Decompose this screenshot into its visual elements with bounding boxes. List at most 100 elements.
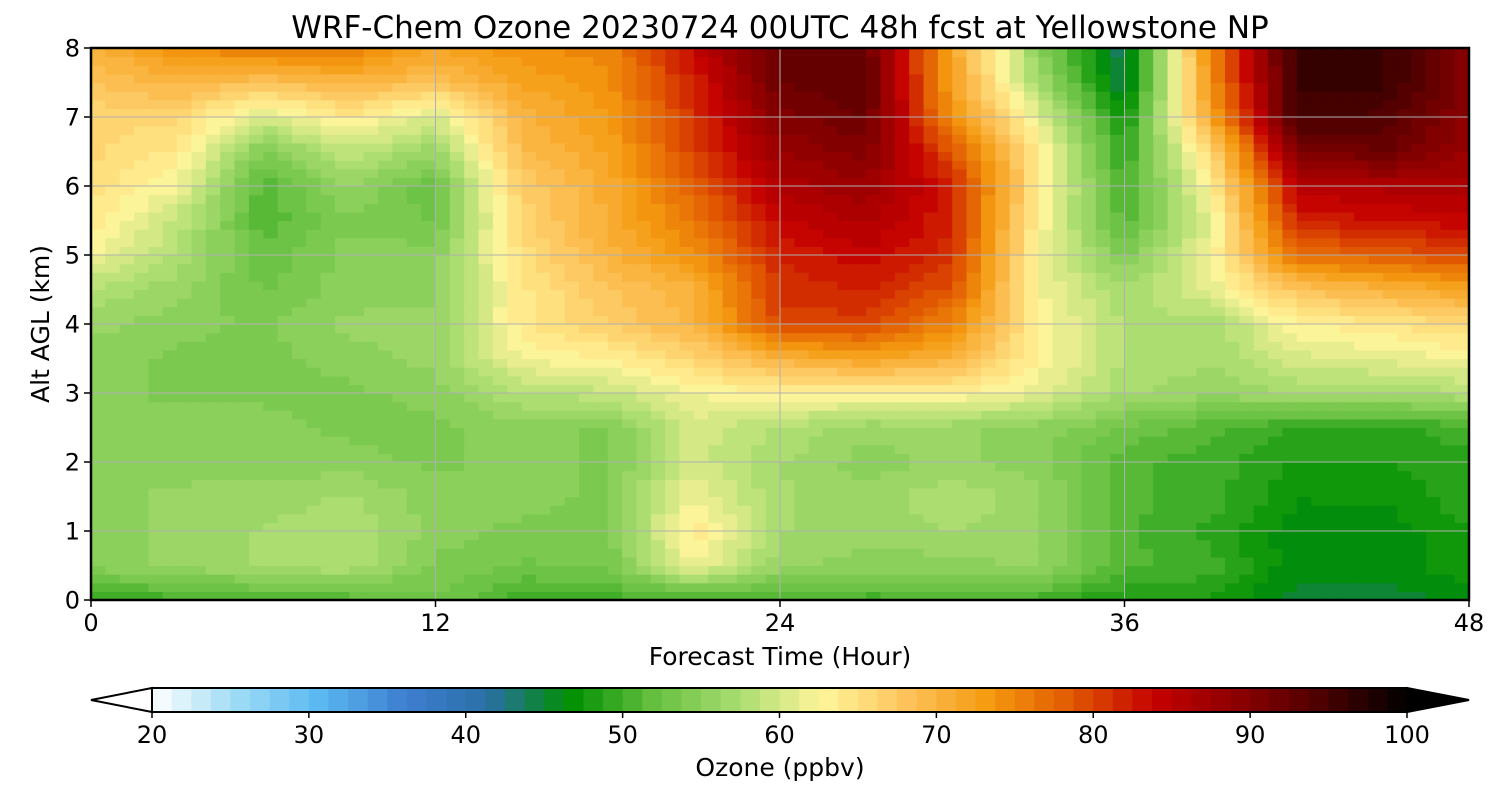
ozone-cell [248, 358, 264, 368]
ozone-cell [162, 142, 178, 153]
ozone-cell [736, 99, 752, 109]
ozone-cell [392, 324, 408, 334]
ozone-cell [765, 237, 781, 247]
ozone-cell [220, 401, 236, 411]
ozone-cell [1196, 142, 1212, 153]
ozone-cell [952, 280, 968, 291]
ozone-cell [1067, 444, 1083, 454]
ozone-cell [220, 255, 236, 265]
ozone-cell [866, 289, 882, 299]
ozone-cell [995, 142, 1011, 153]
ozone-cell [866, 56, 882, 66]
ozone-cell [105, 582, 121, 592]
ozone-cell [995, 332, 1011, 342]
ozone-cell [449, 591, 465, 600]
ozone-cell [693, 237, 709, 247]
ozone-cell [320, 117, 336, 127]
ozone-cell [507, 375, 523, 385]
ozone-cell [894, 418, 910, 429]
ozone-cell [952, 436, 968, 446]
ozone-cell [866, 444, 882, 454]
ozone-cell [679, 82, 695, 92]
ozone-cell [1167, 436, 1183, 446]
ozone-cell [1167, 203, 1183, 213]
ozone-cell [622, 246, 638, 256]
ozone-cell [277, 358, 293, 368]
ozone-cell [636, 272, 652, 282]
ozone-cell [507, 220, 523, 230]
ozone-cell [220, 142, 236, 153]
ozone-cell [622, 522, 638, 532]
ozone-cell [349, 142, 365, 153]
ozone-cell [507, 548, 523, 558]
ozone-cell [1081, 574, 1097, 584]
ozone-cell [191, 324, 207, 334]
ozone-cell [220, 306, 236, 316]
ozone-cell [1196, 444, 1212, 454]
ozone-cell [134, 556, 150, 567]
ozone-cell [607, 82, 623, 92]
ozone-cell [1167, 168, 1183, 178]
ozone-cell [535, 531, 551, 541]
ozone-cell [1009, 393, 1025, 403]
ozone-cell [909, 548, 925, 558]
ozone-cell [507, 591, 523, 600]
ozone-cell [507, 582, 523, 592]
ozone-cell [507, 246, 523, 256]
ozone-cell [837, 453, 853, 463]
ozone-cell [550, 203, 566, 213]
ozone-cell [392, 117, 408, 127]
ozone-cell [909, 272, 925, 282]
ozone-cell [320, 591, 336, 600]
ozone-cell [837, 332, 853, 342]
ozone-cell [808, 531, 824, 541]
ozone-cell [1024, 496, 1039, 506]
ozone-cell [780, 255, 795, 265]
ozone-cell [492, 194, 508, 204]
ozone-cell [378, 65, 394, 75]
ozone-cell [794, 591, 810, 600]
ozone-cell [91, 324, 106, 334]
ozone-cell [291, 272, 307, 282]
ozone-cell [693, 393, 709, 403]
ozone-cell [765, 160, 781, 170]
ozone-cell [263, 186, 279, 196]
ozone-cell [91, 582, 106, 592]
ozone-cell [679, 306, 695, 316]
ozone-cell [636, 289, 652, 299]
ozone-cell [923, 194, 939, 204]
ozone-cell [636, 211, 652, 222]
ozone-cell [349, 470, 365, 480]
ozone-cell [1024, 306, 1039, 316]
ozone-cell [1196, 168, 1212, 178]
ozone-cell [220, 513, 236, 523]
ozone-cell [406, 151, 422, 161]
ozone-cell [1181, 237, 1197, 247]
ozone-cell [952, 315, 968, 325]
ozone-cell [105, 332, 121, 342]
ozone-cell [952, 358, 968, 368]
ozone-cell [765, 194, 781, 204]
ozone-cell [593, 591, 609, 600]
ozone-cell [263, 548, 279, 558]
ozone-cell [607, 108, 623, 118]
ozone-cell [320, 160, 336, 170]
ozone-cell [679, 522, 695, 532]
ozone-cell [722, 401, 738, 411]
ozone-cell [119, 522, 135, 532]
ozone-cell [909, 194, 925, 204]
ozone-cell [291, 48, 307, 58]
ozone-cell [105, 401, 121, 411]
ozone-cell [1167, 393, 1183, 403]
ozone-cell [1196, 289, 1212, 299]
ozone-cell [851, 91, 867, 101]
ozone-cell [1153, 177, 1169, 187]
ozone-cell [191, 496, 207, 506]
ozone-cell [449, 117, 465, 127]
ozone-cell [794, 462, 810, 472]
ozone-cell [277, 91, 293, 101]
ozone-cell [1095, 349, 1111, 360]
ozone-cell [162, 565, 178, 575]
ozone-cell [693, 401, 709, 411]
ozone-cell [1052, 194, 1068, 204]
